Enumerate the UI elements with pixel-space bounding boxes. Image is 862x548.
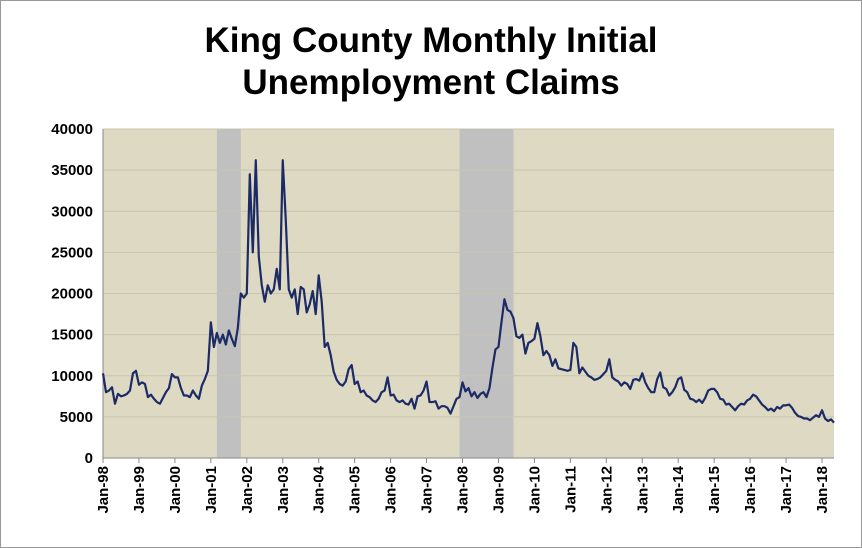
x-tick-label: Jan-10 — [526, 466, 543, 514]
chart-title: King County Monthly Initial Unemployment… — [204, 21, 658, 102]
x-tick-label: Jan-01 — [203, 466, 220, 514]
y-tick-label: 15000 — [51, 327, 93, 344]
x-tick-label: Jan-05 — [347, 466, 364, 514]
x-tick-label: Jan-16 — [742, 466, 759, 514]
y-tick-label: 20000 — [51, 286, 93, 303]
x-tick-label: Jan-00 — [167, 466, 184, 514]
x-tick-label: Jan-11 — [562, 466, 579, 513]
x-tick-label: Jan-08 — [455, 466, 472, 514]
x-tick-label: Jan-14 — [670, 465, 687, 513]
y-tick-label: 35000 — [51, 162, 93, 179]
x-tick-label: Jan-04 — [311, 465, 328, 513]
x-tick-label: Jan-02 — [239, 466, 256, 514]
x-tick-label: Jan-98 — [95, 466, 112, 514]
y-tick-label: 25000 — [51, 244, 93, 261]
x-tick-label: Jan-99 — [131, 466, 148, 514]
x-tick-label: Jan-13 — [634, 466, 651, 514]
y-tick-label: 10000 — [51, 368, 93, 385]
x-tick-label: Jan-12 — [598, 466, 615, 514]
x-tick-label: Jan-17 — [778, 466, 795, 514]
x-tick-label: Jan-09 — [490, 466, 507, 514]
x-tick-label: Jan-07 — [419, 466, 436, 514]
x-tick-label: Jan-18 — [814, 466, 831, 514]
y-tick-label: 30000 — [51, 203, 93, 220]
y-tick-label: 5000 — [60, 409, 93, 426]
data-line — [101, 159, 835, 424]
y-tick-label: 40000 — [51, 121, 93, 138]
x-tick-label: Jan-03 — [275, 466, 292, 514]
x-tick-label: Jan-15 — [706, 466, 723, 514]
x-tick-label: Jan-06 — [383, 466, 400, 514]
y-tick-label: 0 — [85, 450, 93, 467]
